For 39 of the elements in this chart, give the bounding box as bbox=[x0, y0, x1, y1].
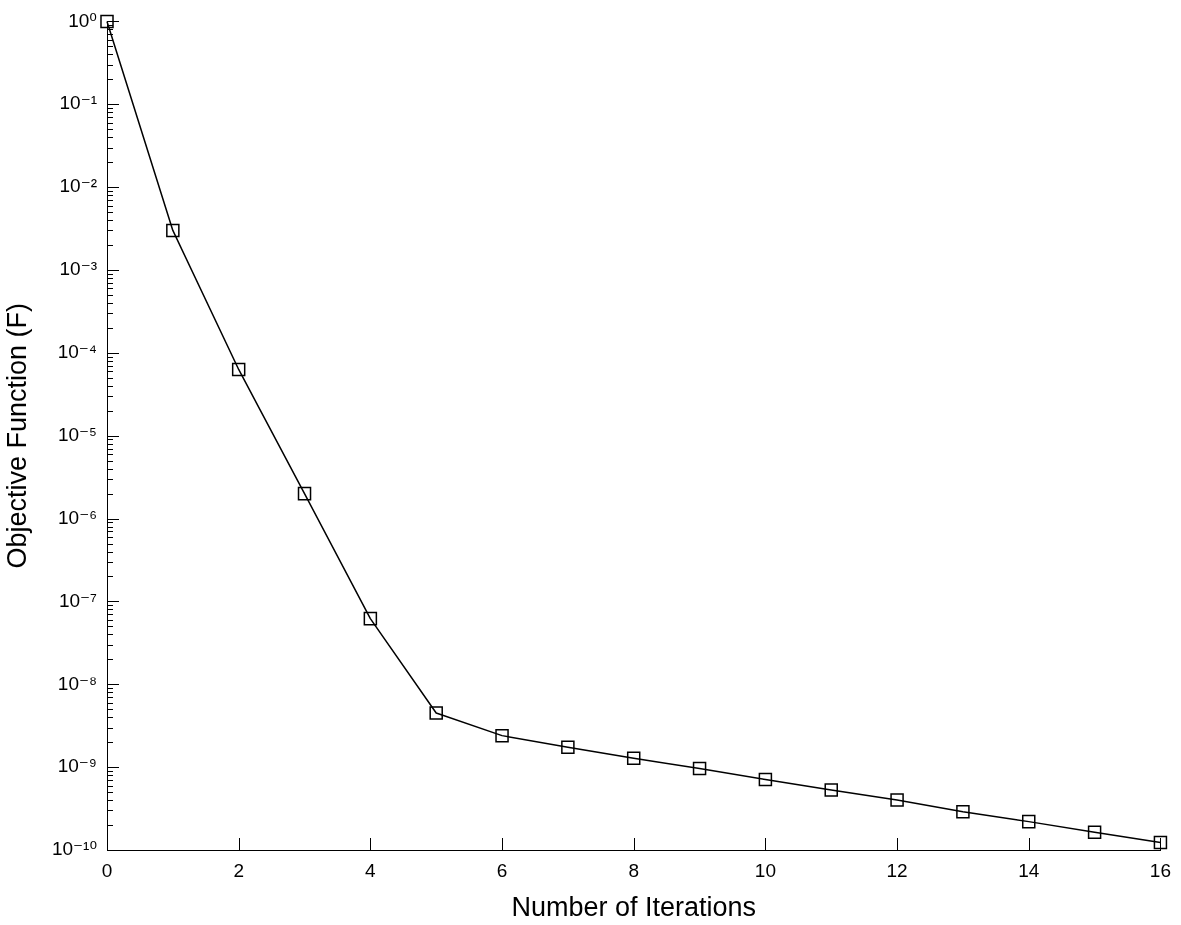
y-tick-label: 10⁻² bbox=[59, 175, 97, 197]
point bbox=[100, 14, 114, 29]
y-tick-label: 10⁻⁶ bbox=[58, 506, 97, 528]
point bbox=[231, 362, 246, 377]
x-tick-label: 8 bbox=[628, 859, 640, 881]
x-axis-title: Number of Iterations bbox=[511, 892, 757, 923]
y-tick-label: 10⁻⁴ bbox=[57, 341, 97, 363]
point bbox=[758, 772, 773, 787]
y-tick-label: 10⁻¹ bbox=[59, 92, 97, 114]
point bbox=[166, 223, 180, 238]
y-tick-label: 10⁻⁸ bbox=[57, 672, 97, 694]
y-tick-label: 10⁻³ bbox=[59, 258, 97, 280]
x-tick-label: 10 bbox=[754, 859, 776, 881]
point bbox=[956, 804, 970, 819]
point bbox=[1153, 835, 1168, 850]
y-axis-title: Objective Function (F) bbox=[1, 302, 32, 569]
point bbox=[824, 783, 838, 797]
point bbox=[297, 486, 312, 501]
x-tick-label: 6 bbox=[496, 859, 508, 881]
point bbox=[429, 706, 443, 720]
point bbox=[692, 761, 707, 776]
x-tick-label: 14 bbox=[1018, 859, 1040, 881]
x-tick-label: 4 bbox=[365, 859, 377, 881]
y-tick-label: 10⁻⁹ bbox=[57, 755, 97, 777]
point bbox=[363, 611, 378, 626]
y-tick-label: 10⁻⁵ bbox=[57, 423, 97, 445]
point bbox=[561, 740, 575, 754]
point bbox=[1021, 814, 1036, 829]
x-tick-label: 2 bbox=[233, 859, 244, 881]
x-tick-label: 0 bbox=[101, 859, 113, 881]
x-tick-label: 16 bbox=[1149, 859, 1171, 881]
point bbox=[1087, 825, 1102, 839]
point bbox=[890, 793, 904, 807]
point bbox=[626, 751, 641, 766]
point bbox=[495, 728, 509, 743]
y-tick-label: 10⁰ bbox=[68, 9, 97, 31]
y-tick-label: 10⁻⁷ bbox=[58, 589, 98, 611]
x-tick-label: 12 bbox=[886, 859, 908, 881]
y-tick-label: 10⁻¹⁰ bbox=[51, 838, 97, 860]
